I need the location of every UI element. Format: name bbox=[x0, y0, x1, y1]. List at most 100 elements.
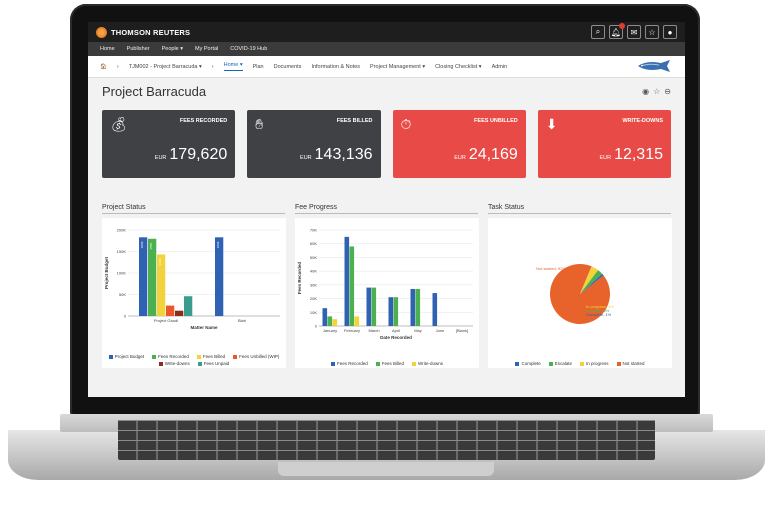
star-icon[interactable]: ☆ bbox=[645, 25, 659, 39]
bar bbox=[432, 293, 438, 326]
pie-data-label: Not started, 92% bbox=[536, 266, 566, 271]
kpi-value: 12,315 bbox=[614, 146, 663, 163]
panel-title: Fee Progress bbox=[295, 204, 478, 214]
legend-label: In progress bbox=[586, 361, 609, 366]
nav-home[interactable]: Home bbox=[100, 46, 115, 52]
nav-publisher[interactable]: Publisher bbox=[126, 46, 150, 52]
search-icon[interactable]: ⌕ bbox=[591, 25, 605, 39]
brand-mark-icon bbox=[96, 26, 107, 38]
y-tick-label: 50K bbox=[310, 255, 317, 260]
panel-title: Task Status bbox=[488, 204, 671, 214]
fee-progress-panel: Fee Progress 0 10K 20K 30K 40K 50K 60K 70K Janua… bbox=[295, 204, 479, 368]
tab-plan[interactable]: Plan bbox=[252, 63, 264, 70]
bar bbox=[410, 288, 416, 326]
legend-item[interactable]: In progress bbox=[580, 361, 609, 366]
legend-label: Fees Recorded bbox=[337, 361, 368, 366]
legend-swatch bbox=[158, 361, 163, 366]
x-tick-label: June bbox=[436, 328, 445, 333]
legend-swatch bbox=[197, 361, 202, 366]
pie-slice bbox=[580, 266, 599, 294]
x-axis-title: Matter Name bbox=[190, 325, 218, 330]
kpi-currency: EUR bbox=[154, 155, 167, 161]
kpi-fees-recorded[interactable]: 💰︎ FEES RECORDED EUR 179,620 bbox=[102, 110, 236, 178]
pie-data-label: Escalate, 3% bbox=[586, 308, 610, 313]
legend-item[interactable]: Fees Recorded bbox=[331, 361, 368, 366]
nav-people[interactable]: People ▾ bbox=[161, 46, 184, 52]
mail-icon[interactable]: ✉ bbox=[627, 25, 641, 39]
legend-label: Fees Billed bbox=[202, 354, 226, 359]
kpi-fees-billed[interactable]: ✋︎ FEES BILLED EUR 143,136 bbox=[247, 110, 381, 178]
chevron-right-icon: › bbox=[116, 63, 119, 70]
title-row: Project Barracuda ◉ ☆ ⊖ bbox=[88, 78, 685, 104]
legend-label: Escalate bbox=[554, 361, 572, 366]
legend-swatch bbox=[375, 361, 380, 366]
top-bar: THOMSON REUTERS ⌕ 🔔︎ ✉ ☆ ● bbox=[88, 22, 685, 42]
project-status-panel: Project Status 0 50K 100K 150K 200K Project G… bbox=[102, 204, 286, 368]
bar bbox=[415, 288, 421, 326]
data-label: 183K bbox=[216, 241, 220, 248]
legend-item[interactable]: Fees Unbilled (WIP) bbox=[233, 354, 279, 359]
y-tick-label: 40K bbox=[310, 269, 317, 274]
legend-swatch bbox=[108, 354, 113, 359]
tab-admin[interactable]: Admin bbox=[491, 63, 508, 70]
home-icon[interactable]: 🏠 bbox=[100, 63, 107, 70]
x-tick-label: February bbox=[344, 328, 360, 333]
legend-item[interactable]: Fees Billed bbox=[375, 361, 404, 366]
fee-progress-svg: 0 10K 20K 30K 40K 50K 60K 70K January February Mar… bbox=[297, 228, 473, 340]
legend-item[interactable]: Fees Billed bbox=[196, 354, 226, 359]
user-icon[interactable]: ● bbox=[663, 25, 677, 39]
compass-icon[interactable]: ◉ bbox=[642, 86, 650, 96]
project-status-svg: 0 50K 100K 150K 200K Project Gaudi Blah 183K 178… bbox=[104, 228, 280, 330]
bar bbox=[184, 296, 193, 316]
barracuda-logo-icon bbox=[638, 60, 670, 72]
legend-item[interactable]: Escalate bbox=[548, 361, 572, 366]
legend-swatch bbox=[152, 354, 157, 359]
x-tick-label: January bbox=[323, 328, 337, 333]
kpi-write-downs[interactable]: ⬇︎ WRITE-DOWNS EUR 12,315 bbox=[537, 110, 671, 178]
tab-home[interactable]: Home ▾ bbox=[223, 62, 243, 71]
legend-item[interactable]: Fees Recorded bbox=[152, 354, 189, 359]
y-axis-title: Project Budget bbox=[104, 257, 109, 290]
breadcrumb-project[interactable]: TJM002 - Project Barracuda ▾ bbox=[128, 63, 202, 70]
legend-swatch bbox=[580, 361, 584, 366]
nav-covid-hub[interactable]: COVID-19 Hub bbox=[230, 46, 268, 52]
tab-project-management[interactable]: Project Management ▾ bbox=[370, 63, 426, 70]
y-tick-label: 50K bbox=[119, 292, 126, 297]
kpi-row: 💰︎ FEES RECORDED EUR 179,620 ✋︎ FEES BILL… bbox=[88, 104, 685, 178]
legend-item[interactable]: Not started bbox=[616, 361, 645, 366]
project-status-legend: Project Budget Fees Recorded Fees Billed Fe… bbox=[102, 354, 286, 366]
legend-label: Not started bbox=[622, 361, 645, 366]
bar bbox=[139, 237, 148, 316]
kpi-value: 143,136 bbox=[314, 146, 373, 163]
favorite-star-icon[interactable]: ☆ bbox=[653, 86, 661, 96]
y-tick-label: 20K bbox=[310, 296, 317, 301]
x-tick-label: March bbox=[368, 328, 379, 333]
kpi-label: FEES RECORDED bbox=[179, 118, 228, 124]
fee-progress-chart: 0 10K 20K 30K 40K 50K 60K 70K January February Mar… bbox=[295, 218, 479, 368]
brand-logo[interactable]: THOMSON REUTERS bbox=[96, 26, 190, 38]
pie-slice bbox=[580, 273, 604, 294]
kpi-currency: EUR bbox=[599, 155, 612, 161]
legend-item[interactable]: Complete bbox=[515, 361, 541, 366]
tab-information-notes[interactable]: Information & Notes bbox=[311, 63, 361, 70]
legend-item[interactable]: Fees Unpaid bbox=[197, 361, 229, 366]
y-tick-label: 200K bbox=[117, 228, 127, 233]
project-status-chart: 0 50K 100K 150K 200K Project Gaudi Blah 183K 178… bbox=[102, 218, 286, 368]
bar bbox=[175, 310, 184, 316]
y-tick-label: 0 bbox=[124, 314, 127, 319]
legend-swatch bbox=[233, 354, 238, 359]
bar bbox=[157, 254, 166, 316]
bell-icon[interactable]: 🔔︎ bbox=[609, 23, 625, 39]
nav-my-portal[interactable]: My Portal bbox=[195, 46, 219, 52]
more-options-icon[interactable]: ⊖ bbox=[664, 86, 671, 96]
bar bbox=[332, 319, 338, 326]
legend-item[interactable]: Project Budget bbox=[108, 354, 144, 359]
legend-item[interactable]: Write-downs bbox=[158, 361, 190, 366]
task-status-chart: Not started, 92% In progress, 4% Escalate,… bbox=[488, 218, 672, 368]
tab-closing-checklist[interactable]: Closing Checklist ▾ bbox=[435, 63, 482, 70]
page-title: Project Barracuda bbox=[102, 83, 207, 99]
kpi-fees-unbilled[interactable]: ⏱︎ FEES UNBILLED EUR 24,169 bbox=[392, 110, 526, 178]
y-tick-label: 10K bbox=[310, 310, 317, 315]
tab-documents[interactable]: Documents bbox=[273, 63, 302, 70]
legend-item[interactable]: Write-downs bbox=[412, 361, 443, 366]
